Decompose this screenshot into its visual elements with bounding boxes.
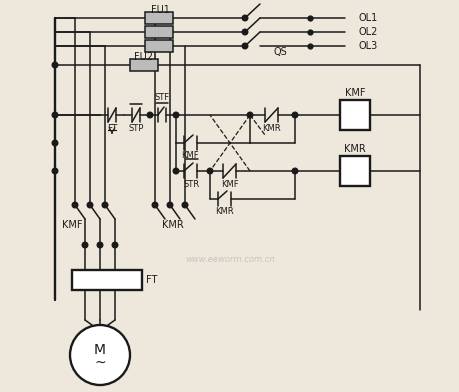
Circle shape bbox=[52, 112, 58, 118]
Text: KMF: KMF bbox=[62, 220, 82, 230]
Bar bbox=[145, 40, 173, 52]
Circle shape bbox=[242, 15, 247, 21]
Text: KMF: KMF bbox=[344, 88, 364, 98]
Text: FT: FT bbox=[146, 275, 157, 285]
Bar bbox=[145, 26, 173, 38]
Bar bbox=[72, 270, 142, 290]
Circle shape bbox=[291, 112, 297, 118]
Bar bbox=[145, 12, 173, 24]
Circle shape bbox=[207, 168, 213, 174]
Circle shape bbox=[246, 112, 252, 118]
Text: KMF: KMF bbox=[221, 180, 238, 189]
Circle shape bbox=[167, 202, 173, 208]
Circle shape bbox=[87, 202, 93, 208]
Bar bbox=[130, 59, 157, 71]
Text: KMR: KMR bbox=[343, 144, 365, 154]
Text: OL1: OL1 bbox=[358, 13, 377, 23]
Text: www.eeworm.com.cn: www.eeworm.com.cn bbox=[185, 256, 274, 265]
Text: KMF: KMF bbox=[181, 151, 198, 160]
Text: KMR: KMR bbox=[214, 207, 233, 216]
Circle shape bbox=[152, 202, 157, 208]
Circle shape bbox=[173, 168, 179, 174]
Text: FT: FT bbox=[106, 123, 117, 132]
Text: FU1: FU1 bbox=[150, 5, 169, 15]
Text: ~: ~ bbox=[94, 356, 106, 370]
Text: OL3: OL3 bbox=[358, 41, 377, 51]
Text: STP: STP bbox=[128, 123, 143, 132]
Circle shape bbox=[147, 112, 152, 118]
Text: FU2: FU2 bbox=[134, 52, 153, 62]
Circle shape bbox=[82, 242, 88, 248]
Text: STF: STF bbox=[154, 93, 169, 102]
Text: STR: STR bbox=[184, 180, 200, 189]
Circle shape bbox=[173, 112, 179, 118]
Circle shape bbox=[291, 168, 297, 174]
Circle shape bbox=[52, 140, 58, 146]
Circle shape bbox=[182, 202, 187, 208]
Circle shape bbox=[97, 242, 102, 248]
Circle shape bbox=[52, 168, 58, 174]
Bar bbox=[339, 156, 369, 186]
Circle shape bbox=[72, 202, 78, 208]
Circle shape bbox=[52, 62, 58, 68]
Circle shape bbox=[70, 325, 130, 385]
Text: M: M bbox=[94, 343, 106, 357]
Circle shape bbox=[242, 29, 247, 35]
Text: KMR: KMR bbox=[261, 123, 280, 132]
Text: OL2: OL2 bbox=[358, 27, 377, 37]
Text: KMR: KMR bbox=[162, 220, 183, 230]
Text: QS: QS bbox=[273, 47, 286, 57]
Circle shape bbox=[112, 242, 118, 248]
Circle shape bbox=[102, 202, 107, 208]
Bar bbox=[339, 100, 369, 130]
Circle shape bbox=[242, 43, 247, 49]
